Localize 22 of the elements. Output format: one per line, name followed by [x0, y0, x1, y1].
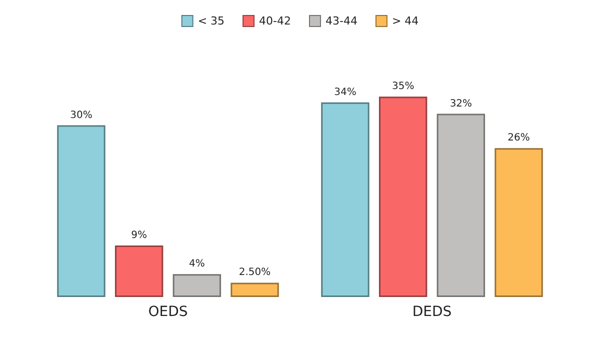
data-label: 2.50% [238, 267, 271, 278]
bar [494, 148, 543, 297]
data-label: 32% [450, 98, 472, 110]
data-label: 35% [392, 81, 414, 92]
legend-label: > 44 [392, 14, 419, 28]
data-label: 9% [131, 230, 148, 241]
x-tick-label: DEDS [412, 304, 452, 320]
bar [230, 282, 279, 297]
bar [321, 102, 370, 297]
legend-label: < 35 [198, 14, 225, 28]
bar [172, 274, 222, 297]
legend-label: 43-44 [326, 14, 358, 28]
data-label: 4% [188, 258, 205, 270]
bar [57, 125, 106, 297]
bar [378, 96, 428, 297]
bar [114, 245, 164, 297]
data-label: 30% [70, 110, 92, 121]
legend-label: 40-42 [259, 14, 292, 28]
data-label: 26% [508, 132, 530, 144]
bar [436, 114, 486, 297]
data-label: 34% [334, 86, 356, 98]
x-tick-label: OEDS [148, 304, 188, 320]
